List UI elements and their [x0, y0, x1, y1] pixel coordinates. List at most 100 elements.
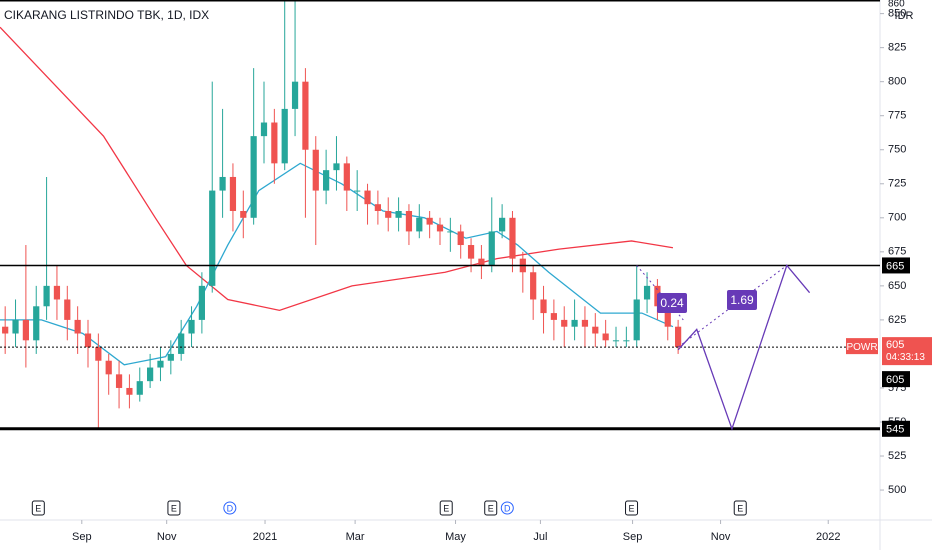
candle-body: [643, 285, 651, 300]
y-tick-label: 800: [888, 76, 906, 88]
candle-body: [22, 319, 29, 341]
moving-average: [0, 26, 674, 312]
y-tick-label: 675: [888, 246, 906, 258]
x-tick-label: 2022: [816, 531, 840, 543]
candle-body: [188, 319, 195, 334]
y-tick-label: 700: [888, 212, 906, 224]
y-tick-label: 850: [888, 8, 906, 20]
candle-body: [499, 217, 506, 232]
event-label: E: [171, 503, 177, 513]
event-marker: [439, 500, 453, 516]
candle-body: [12, 319, 19, 334]
candle-body: [675, 326, 682, 348]
candle-body: [478, 258, 485, 266]
y-tick-label: 825: [888, 42, 906, 54]
y-tick-label: 650: [888, 280, 906, 292]
candle-body: [354, 190, 361, 192]
plot: [0, 0, 682, 429]
countdown: 04:33:13: [886, 352, 925, 363]
candle-body: [250, 136, 257, 218]
level-label: 860: [888, 0, 905, 10]
candle-body: [395, 210, 402, 218]
candle-body: [198, 285, 205, 320]
x-tick-label: 2021: [253, 531, 277, 543]
level-label: 665: [886, 260, 904, 272]
candle-body: [2, 326, 9, 334]
candle-body: [457, 231, 464, 246]
candle-body: [178, 333, 185, 354]
projection-path: [677, 264, 811, 431]
candle-body: [136, 381, 143, 395]
candle-body: [84, 333, 92, 348]
y-tick-label: 625: [888, 314, 906, 326]
y-tick-label: 725: [888, 178, 906, 190]
event-label: E: [488, 503, 494, 513]
candle-body: [623, 340, 630, 342]
candle-body: [436, 224, 444, 232]
annotation: 0.24: [660, 296, 684, 310]
candle-body: [126, 387, 133, 395]
candle-body: [291, 81, 299, 109]
candle-body: [447, 231, 454, 233]
candle-body: [281, 108, 288, 164]
candle-body: [509, 217, 516, 259]
candle-body: [602, 333, 609, 341]
current-price-box: [882, 337, 932, 366]
candle-body: [581, 319, 589, 327]
y-tick-label: 750: [888, 144, 906, 156]
candle-body: [416, 217, 423, 232]
level-label: 605: [886, 374, 904, 386]
chart-title: CIKARANG LISTRINDO TBK, 1D, IDX: [4, 8, 209, 22]
annotation-box: [657, 293, 687, 313]
event-label: D: [504, 503, 511, 513]
event-marker: [167, 500, 181, 516]
event-label: D: [227, 503, 234, 513]
candle-body: [147, 367, 154, 382]
y-tick-label: 775: [888, 110, 906, 122]
annotation: 1.69: [730, 293, 754, 307]
candle-body: [343, 163, 350, 191]
x-tick-label: Mar: [346, 531, 365, 543]
candle-body: [219, 176, 226, 191]
candle-body: [488, 231, 495, 266]
x-tick-label: Jul: [533, 531, 547, 543]
annotation-box: [727, 290, 757, 310]
x-tick-label: Sep: [72, 531, 92, 543]
candle-body: [271, 122, 278, 164]
candle-body: [592, 326, 599, 334]
candle-body: [426, 217, 433, 225]
level-label-box: [882, 420, 910, 437]
x-tick-label: Nov: [157, 531, 177, 543]
candle-body: [633, 299, 640, 341]
candle-body: [33, 306, 40, 341]
current-price: 605: [886, 339, 904, 351]
candle-body: [167, 353, 174, 361]
candle-body: [53, 285, 61, 300]
candle-body: [405, 210, 413, 232]
x-tick-label: May: [445, 531, 466, 543]
event-marker: [31, 500, 45, 516]
projection-dotted: [636, 265, 684, 321]
candle-body: [612, 340, 620, 342]
x-tick-label: Sep: [623, 531, 643, 543]
candle-body: [323, 170, 330, 191]
candle-body: [364, 190, 371, 205]
event-label: E: [629, 503, 635, 513]
candle-body: [467, 245, 475, 259]
event-label: E: [443, 503, 449, 513]
candle-body: [664, 306, 671, 327]
candle-body: [312, 149, 319, 191]
candle-body: [209, 190, 216, 286]
event-marker: [223, 501, 237, 515]
event-label: E: [35, 503, 41, 513]
moving-average: [0, 162, 674, 366]
candle-body: [229, 176, 237, 211]
candle-body: [571, 319, 578, 327]
event-marker: [500, 501, 514, 515]
y-tick-label: 525: [888, 450, 906, 462]
candle-body: [105, 360, 112, 375]
candle-body: [374, 204, 381, 211]
candle-body: [530, 272, 537, 300]
x-tick-label: Nov: [711, 531, 731, 543]
